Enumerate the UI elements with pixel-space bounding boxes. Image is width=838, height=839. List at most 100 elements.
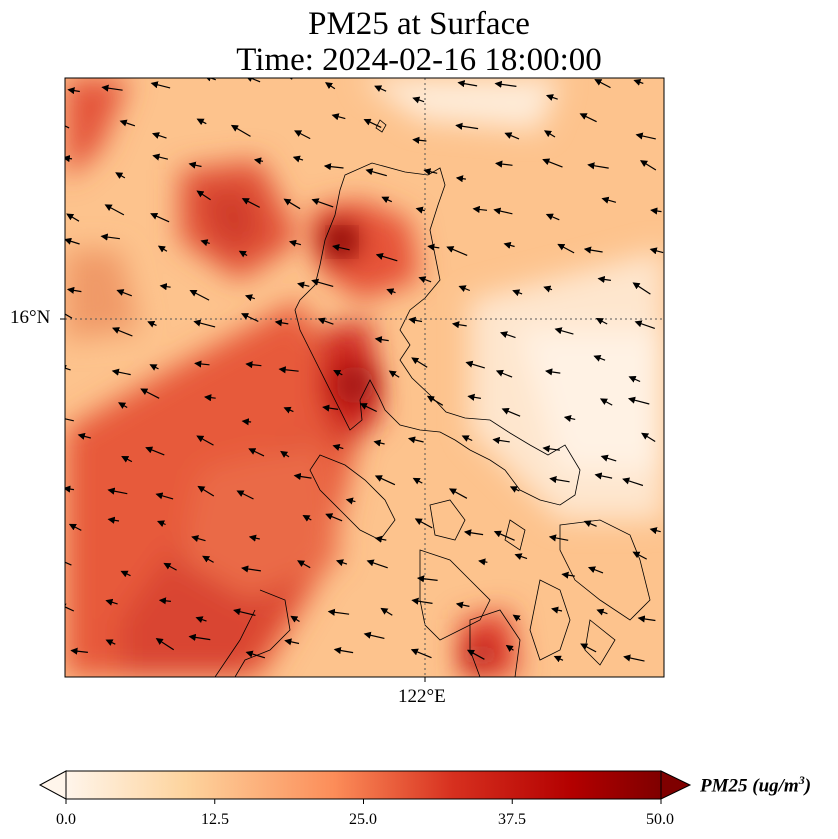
colorbar-tick-0: 0.0 — [56, 811, 76, 828]
wind-vector — [583, 520, 597, 528]
wind-vector — [599, 398, 613, 406]
wind-vector — [509, 486, 520, 493]
wind-vector — [593, 354, 606, 362]
wind-vector — [543, 285, 553, 293]
wind-vector — [579, 113, 597, 123]
wind-vector — [111, 368, 131, 376]
wind-vector — [514, 553, 528, 560]
wind-vector — [542, 158, 563, 168]
wind-vector — [416, 575, 438, 583]
wind-vector — [159, 283, 171, 291]
wind-vector — [461, 435, 473, 442]
wind-vector — [345, 497, 356, 505]
wind-vector — [196, 435, 214, 446]
wind-vector — [322, 404, 339, 412]
colorbar-tick-3: 37.5 — [498, 811, 526, 828]
wind-vector — [365, 168, 387, 177]
wind-vector — [194, 360, 210, 368]
wind-vector — [622, 477, 644, 487]
wind-vector — [512, 289, 523, 297]
wind-vector — [284, 638, 300, 646]
wind-vector — [632, 551, 647, 560]
wind-vector — [150, 81, 171, 89]
wind-vector — [600, 454, 617, 462]
wind-vector — [331, 113, 346, 121]
wind-vector — [333, 370, 343, 377]
wind-vector — [294, 130, 311, 140]
wind-vector — [119, 119, 136, 127]
wind-vector — [545, 213, 560, 221]
map-timestamp: Time: 2024-02-16 18:00:00 — [236, 42, 602, 78]
wind-vector — [202, 555, 214, 563]
wind-vector — [363, 631, 385, 639]
wind-vector — [283, 406, 294, 414]
wind-vectors — [65, 78, 664, 663]
wind-vector — [446, 246, 468, 256]
wind-vector — [67, 87, 80, 95]
wind-vector — [448, 488, 468, 499]
wind-vector — [158, 597, 171, 605]
wind-vector — [196, 190, 211, 201]
wind-vector — [595, 318, 608, 325]
wind-vector — [545, 94, 558, 101]
wind-vector — [457, 80, 478, 88]
wind-vector — [650, 207, 662, 215]
wind-vector — [634, 320, 655, 329]
wind-vector — [557, 243, 575, 254]
wind-vector — [233, 608, 256, 616]
wind-vector — [545, 368, 561, 376]
wind-vector — [423, 168, 438, 176]
wind-vector — [415, 206, 425, 214]
wind-vector — [587, 162, 609, 170]
wind-vector — [410, 648, 432, 659]
wind-vector — [248, 448, 265, 457]
longitude-tick-label: 122°E — [398, 686, 446, 707]
wind-vector — [472, 205, 488, 214]
wind-vector — [145, 446, 165, 456]
wind-vector — [324, 82, 336, 90]
wind-vector — [140, 388, 160, 399]
wind-vector — [195, 616, 207, 624]
latitude-tick-label: 16°N — [10, 307, 51, 328]
wind-vector — [204, 78, 217, 82]
wind-vector — [317, 317, 334, 325]
wind-vector — [363, 118, 382, 128]
wind-vector — [641, 432, 656, 443]
wind-vector — [561, 571, 575, 579]
wind-vector — [411, 357, 428, 368]
wind-vector — [495, 160, 513, 168]
wind-vector — [492, 436, 510, 444]
wind-vector — [412, 136, 427, 144]
wind-vector — [156, 520, 166, 528]
wind-vector — [65, 418, 74, 422]
wind-vector — [121, 456, 133, 463]
wind-vector — [147, 320, 157, 328]
wind-vector — [157, 245, 168, 253]
wind-vector — [200, 239, 210, 247]
wind-vector — [451, 321, 467, 329]
wind-vector — [407, 436, 424, 444]
wind-vector — [327, 608, 350, 616]
wind-vector — [503, 241, 515, 249]
wind-vector — [253, 157, 264, 165]
wind-vector — [594, 79, 611, 89]
wind-vector — [412, 96, 425, 104]
wind-vector — [245, 78, 261, 83]
wind-vector — [241, 198, 260, 208]
wind-vector — [245, 650, 266, 659]
wind-vector — [196, 118, 207, 126]
wind-vector — [191, 535, 206, 543]
wind-vector — [427, 243, 440, 251]
wind-vector — [155, 638, 175, 651]
wind-vector — [594, 472, 613, 480]
wind-vector — [290, 615, 300, 623]
wind-vector — [111, 327, 133, 337]
wind-vector — [455, 601, 470, 609]
wind-vector — [414, 518, 433, 529]
wind-vector — [311, 278, 334, 287]
wind-vector — [499, 331, 516, 339]
wind-vector — [104, 204, 125, 216]
wind-vector — [297, 281, 310, 289]
wind-vector — [163, 562, 177, 571]
wind-vector — [504, 132, 520, 140]
